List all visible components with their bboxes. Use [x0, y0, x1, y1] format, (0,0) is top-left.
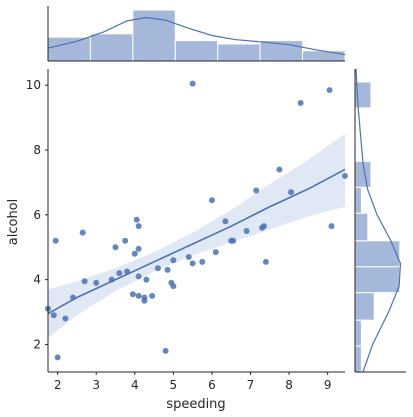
x-tick-label: 6: [208, 378, 216, 392]
scatter-point: [81, 278, 88, 285]
y-tick-label: 10: [26, 78, 41, 92]
scatter-point: [135, 223, 142, 230]
scatter-point: [170, 283, 177, 290]
x-tick-label: 3: [92, 378, 100, 392]
scatter-point: [129, 291, 136, 298]
x-hist-bar: [302, 50, 346, 62]
scatter-point: [170, 257, 177, 264]
x-hist-bar: [217, 43, 261, 62]
x-tick-label: 9: [324, 378, 332, 392]
x-hist-bar: [174, 40, 219, 62]
scatter-point: [253, 187, 260, 194]
scatter-point: [243, 228, 250, 235]
scatter-point: [141, 294, 148, 301]
scatter-point: [262, 258, 269, 265]
scatter-point: [133, 216, 140, 223]
scatter-point: [154, 265, 161, 272]
x-hist-bar: [132, 9, 176, 62]
scatter-point: [62, 315, 69, 322]
scatter-point: [326, 87, 333, 94]
scatter-point: [199, 258, 206, 265]
x-tick-label: 7: [247, 378, 255, 392]
x-hist-bar: [89, 33, 134, 62]
scatter-point: [328, 223, 335, 230]
scatter-point: [189, 80, 196, 87]
x-tick-label: 5: [170, 378, 178, 392]
scatter-point: [189, 260, 196, 267]
scatter-point: [185, 253, 192, 260]
right-marginal-histogram: [354, 68, 406, 373]
y-tick-label: 6: [33, 208, 41, 222]
scatter-point: [276, 166, 283, 173]
scatter-point: [135, 245, 142, 252]
scatter-point: [79, 229, 86, 236]
scatter-point: [212, 249, 219, 256]
scatter-point: [52, 237, 59, 244]
x-tick-label: 2: [54, 378, 62, 392]
regression-line: [47, 168, 346, 315]
confidence-band: [48, 133, 345, 338]
scatter-point: [50, 312, 57, 319]
scatter-point: [222, 218, 229, 225]
scatter-point: [122, 237, 129, 244]
top-marginal-histogram: [47, 6, 346, 62]
scatter-point: [162, 347, 169, 354]
scatter-point: [135, 292, 142, 299]
scatter-point: [230, 237, 237, 244]
scatter-point: [297, 100, 304, 107]
y-axis-label: alcohol: [6, 199, 21, 245]
scatter-point: [208, 197, 215, 204]
y-tick-label: 4: [33, 273, 41, 287]
y-tick-label: 2: [33, 337, 41, 351]
scatter-point: [164, 266, 171, 273]
scatter-point: [135, 273, 142, 280]
y-hist-bar: [354, 345, 362, 373]
y-kde-curve: [355, 68, 402, 373]
scatter-point: [143, 276, 150, 283]
x-tick-label: 4: [131, 378, 139, 392]
y-tick-label: 8: [33, 143, 41, 157]
main-scatter-axes: 2 3 4 5 6 7 8 9 2 4 6 8 10: [26, 69, 348, 392]
y-hist-bar: [354, 292, 375, 321]
scatter-point: [54, 354, 61, 361]
scatter-point: [116, 270, 123, 277]
x-axis-label: speeding: [166, 397, 225, 412]
x-hist-bar: [47, 36, 91, 62]
scatter-point: [342, 172, 348, 179]
scatter-point: [131, 250, 138, 257]
x-tick-label: 8: [285, 378, 293, 392]
y-hist-bar: [354, 212, 369, 242]
y-hist-bar: [354, 266, 401, 294]
y-hist-bar: [354, 186, 362, 214]
y-hist-bar: [354, 319, 362, 347]
scatter-point: [261, 223, 267, 230]
x-kde-curve: [47, 16, 346, 56]
scatter-point: [288, 189, 294, 196]
scatter-point: [93, 279, 100, 286]
scatter-point: [149, 292, 156, 299]
scatter-point: [112, 244, 119, 251]
